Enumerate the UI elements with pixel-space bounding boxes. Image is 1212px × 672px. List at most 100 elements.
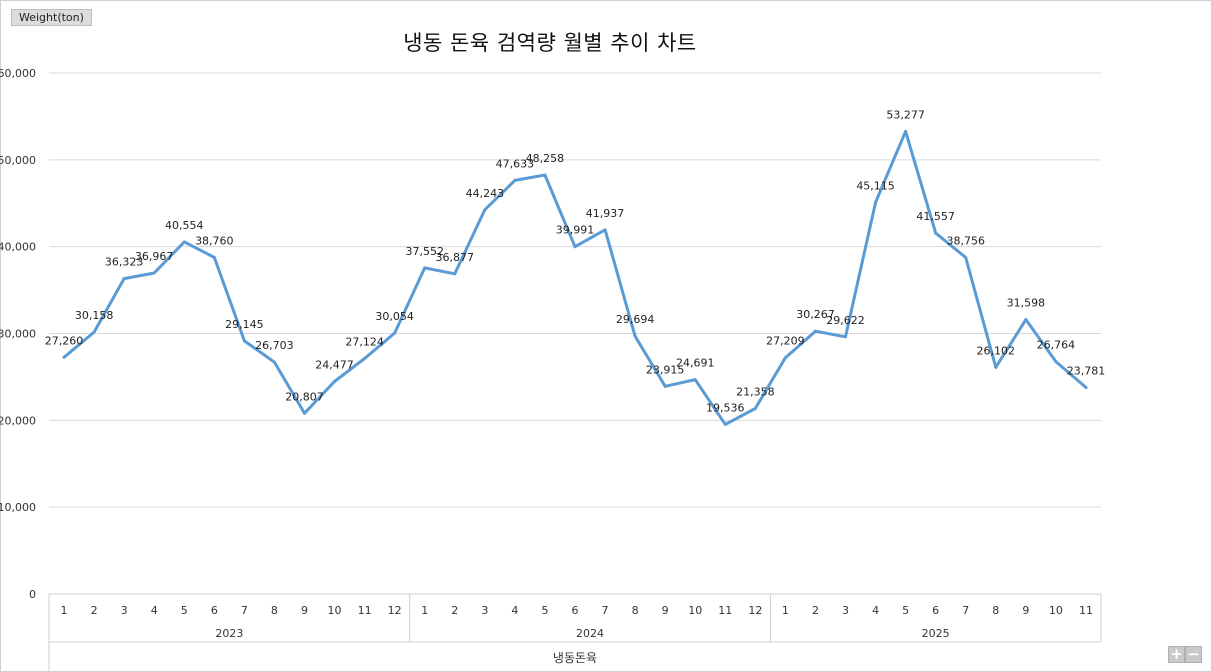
month-tick-label: 5 bbox=[181, 604, 188, 617]
data-point bbox=[182, 240, 186, 244]
data-point bbox=[1054, 360, 1058, 364]
data-point bbox=[723, 422, 727, 426]
data-label: 38,760 bbox=[195, 234, 234, 247]
data-point bbox=[994, 365, 998, 369]
data-label: 29,145 bbox=[225, 318, 264, 331]
data-point bbox=[393, 331, 397, 335]
y-tick-label: 20,000 bbox=[0, 414, 36, 427]
y-tick-label: 60,000 bbox=[0, 67, 36, 80]
data-point bbox=[783, 356, 787, 360]
y-unit-tag[interactable]: Weight(ton) bbox=[11, 9, 92, 26]
data-point bbox=[753, 407, 757, 411]
data-point bbox=[453, 272, 457, 276]
year-label: 2025 bbox=[922, 627, 950, 640]
year-label: 2024 bbox=[576, 627, 604, 640]
data-point bbox=[242, 339, 246, 343]
data-label: 30,054 bbox=[375, 310, 414, 323]
data-label: 26,102 bbox=[977, 344, 1016, 357]
data-point bbox=[1084, 386, 1088, 390]
y-tick-label: 0 bbox=[29, 588, 36, 601]
year-label: 2023 bbox=[215, 627, 243, 640]
month-tick-label: 5 bbox=[541, 604, 548, 617]
month-tick-label: 6 bbox=[572, 604, 579, 617]
data-label: 45,115 bbox=[856, 179, 895, 192]
data-label: 40,554 bbox=[165, 219, 204, 232]
data-label: 26,703 bbox=[255, 339, 294, 352]
data-label: 30,267 bbox=[796, 308, 835, 321]
data-label: 31,598 bbox=[1007, 297, 1046, 310]
data-point bbox=[633, 334, 637, 338]
data-point bbox=[573, 245, 577, 249]
zoom-out-button[interactable]: − bbox=[1185, 646, 1202, 663]
data-point bbox=[212, 255, 216, 259]
month-tick-label: 9 bbox=[662, 604, 669, 617]
data-label: 41,557 bbox=[916, 210, 955, 223]
data-point bbox=[904, 129, 908, 133]
data-label: 24,477 bbox=[315, 358, 354, 371]
data-label: 41,937 bbox=[586, 207, 625, 220]
data-point bbox=[964, 255, 968, 259]
data-point bbox=[363, 356, 367, 360]
data-label: 29,694 bbox=[616, 313, 655, 326]
data-point bbox=[272, 360, 276, 364]
data-label: 37,552 bbox=[405, 245, 444, 258]
month-tick-label: 3 bbox=[481, 604, 488, 617]
month-tick-label: 4 bbox=[511, 604, 518, 617]
month-tick-label: 4 bbox=[872, 604, 879, 617]
month-tick-label: 11 bbox=[718, 604, 732, 617]
data-label: 36,323 bbox=[105, 256, 144, 269]
data-point bbox=[844, 335, 848, 339]
data-point bbox=[693, 378, 697, 382]
data-label: 47,633 bbox=[496, 157, 535, 170]
data-point bbox=[874, 200, 878, 204]
month-tick-label: 7 bbox=[602, 604, 609, 617]
month-tick-label: 1 bbox=[782, 604, 789, 617]
y-tick-label: 40,000 bbox=[0, 241, 36, 254]
series-line bbox=[62, 129, 1088, 426]
month-tick-label: 6 bbox=[211, 604, 218, 617]
data-label: 36,967 bbox=[135, 250, 174, 263]
data-point bbox=[62, 355, 66, 359]
data-point bbox=[934, 231, 938, 235]
month-tick-label: 12 bbox=[388, 604, 402, 617]
data-point bbox=[543, 173, 547, 177]
zoom-in-button[interactable]: + bbox=[1168, 646, 1185, 663]
month-tick-label: 9 bbox=[301, 604, 308, 617]
month-tick-label: 8 bbox=[632, 604, 639, 617]
data-label: 27,209 bbox=[766, 335, 805, 348]
data-label: 36,877 bbox=[436, 251, 475, 264]
x-axis-title: 냉동돈육 bbox=[553, 651, 597, 665]
month-tick-label: 8 bbox=[992, 604, 999, 617]
month-tick-label: 2 bbox=[812, 604, 819, 617]
month-tick-label: 7 bbox=[241, 604, 248, 617]
month-tick-label: 11 bbox=[358, 604, 372, 617]
month-tick-label: 5 bbox=[902, 604, 909, 617]
data-label: 27,124 bbox=[345, 335, 384, 348]
chart-title: 냉동 돈육 검역량 월별 추이 차트 bbox=[403, 31, 697, 55]
data-point bbox=[92, 330, 96, 334]
data-point bbox=[152, 271, 156, 275]
month-tick-label: 1 bbox=[421, 604, 428, 617]
y-tick-label: 50,000 bbox=[0, 154, 36, 167]
data-label: 53,277 bbox=[886, 108, 925, 121]
data-label: 21,358 bbox=[736, 386, 775, 399]
data-label: 38,756 bbox=[946, 234, 985, 247]
month-tick-label: 6 bbox=[932, 604, 939, 617]
month-tick-label: 12 bbox=[748, 604, 762, 617]
y-tick-label: 10,000 bbox=[0, 501, 36, 514]
month-tick-label: 2 bbox=[91, 604, 98, 617]
data-point bbox=[483, 208, 487, 212]
month-tick-label: 10 bbox=[1049, 604, 1063, 617]
data-label: 19,536 bbox=[706, 401, 745, 414]
month-tick-label: 11 bbox=[1079, 604, 1093, 617]
data-label: 23,915 bbox=[646, 363, 685, 376]
month-tick-label: 9 bbox=[1022, 604, 1029, 617]
month-tick-label: 3 bbox=[121, 604, 128, 617]
data-label: 23,781 bbox=[1067, 365, 1106, 378]
data-point bbox=[333, 379, 337, 383]
data-point bbox=[813, 329, 817, 333]
data-label: 39,991 bbox=[556, 224, 595, 237]
month-tick-label: 10 bbox=[328, 604, 342, 617]
